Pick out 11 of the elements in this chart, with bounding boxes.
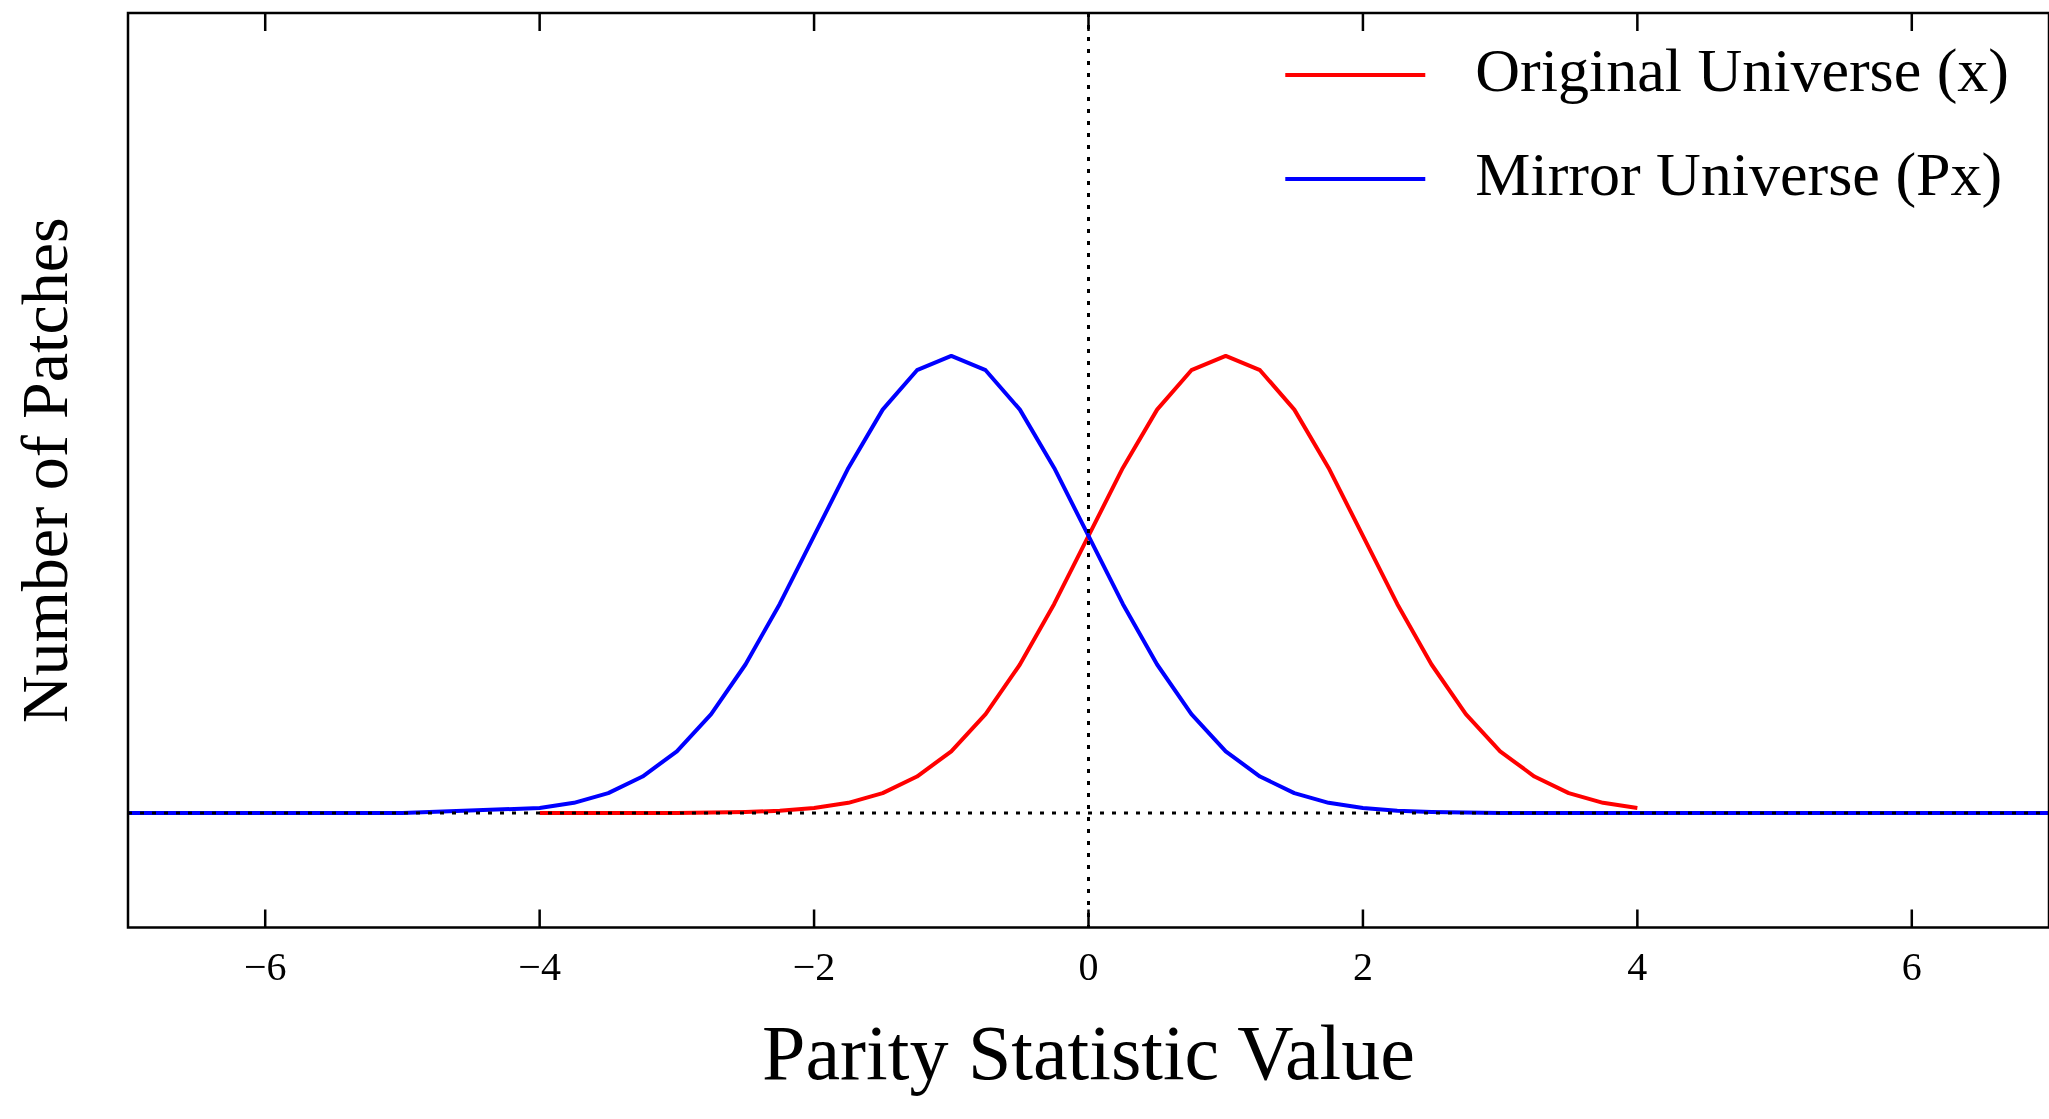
x-tick-label: −6: [243, 943, 287, 989]
x-axis-title: Parity Statistic Value: [762, 1008, 1415, 1096]
x-tick-label: 4: [1627, 943, 1648, 989]
x-tick-label: 2: [1352, 943, 1373, 989]
x-tick-label: 0: [1078, 943, 1099, 989]
x-tick-label: −4: [518, 943, 561, 989]
x-tick-label: 6: [1901, 943, 1922, 989]
legend-label: Mirror Universe (Px): [1475, 140, 2003, 210]
legend-label: Original Universe (x): [1475, 36, 2010, 106]
y-axis-title: Number of Patches: [8, 217, 82, 724]
x-tick-label: −2: [792, 943, 836, 989]
